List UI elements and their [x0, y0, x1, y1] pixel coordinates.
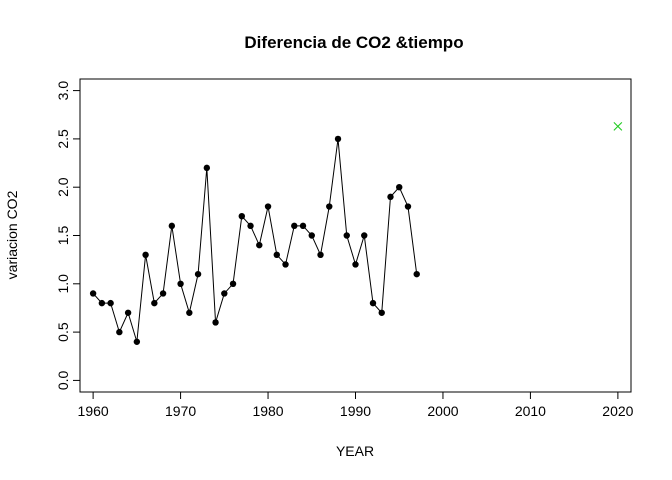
x-tick-label: 2010: [515, 403, 546, 419]
data-point: [159, 290, 167, 297]
data-point: [378, 309, 385, 316]
data-point: [387, 193, 394, 201]
series-line: [92, 138, 418, 342]
data-point: [264, 203, 272, 210]
data-point: [89, 290, 97, 297]
series-layer: [89, 121, 623, 345]
series-0: [89, 135, 420, 345]
data-point: [343, 232, 350, 239]
data-point: [133, 338, 141, 345]
data-point: [369, 299, 377, 307]
data-point: [194, 270, 202, 278]
data-point: [273, 251, 280, 259]
data-point: [291, 222, 298, 230]
data-point: [212, 319, 219, 326]
data-point: [221, 290, 228, 297]
data-point: [151, 299, 158, 307]
data-point: [361, 232, 368, 239]
y-tick-label: 0.0: [55, 370, 71, 390]
series-1: [613, 121, 623, 131]
x-tick-label: 2020: [602, 403, 633, 419]
y-tick-label: 3.0: [55, 81, 71, 101]
x-tick-label: 2000: [427, 403, 458, 419]
data-point: [352, 261, 359, 268]
data-point: [299, 222, 307, 230]
data-point: [142, 251, 149, 259]
data-point: [186, 309, 193, 316]
y-axis: 0.0 0.5 1.0 1.5 2.0 2.5 3.0: [55, 81, 81, 390]
x-tick-label: 1980: [252, 403, 283, 419]
cross-marker: [613, 121, 623, 131]
data-point: [177, 280, 184, 288]
y-tick-label: 1.5: [55, 226, 71, 246]
x-tick-label: 1970: [165, 403, 196, 419]
data-point: [256, 241, 263, 249]
data-point: [326, 203, 333, 210]
data-point: [168, 222, 176, 230]
data-point: [317, 251, 324, 259]
x-tick-label: 1960: [78, 403, 109, 419]
data-point: [396, 183, 403, 191]
data-point: [308, 232, 315, 239]
data-point: [247, 222, 254, 230]
data-point: [334, 135, 342, 143]
data-point: [229, 280, 237, 288]
data-point: [238, 212, 246, 220]
data-point: [124, 309, 132, 316]
data-point: [98, 299, 106, 307]
x-tick-label: 1990: [340, 403, 371, 419]
data-point: [413, 270, 420, 278]
data-point: [282, 261, 289, 268]
x-axis-label: YEAR: [336, 443, 374, 459]
plot-area: [79, 78, 632, 393]
x-axis: 1960 1970 1980 1990 2000 2010 2020: [78, 391, 634, 419]
data-point: [203, 164, 211, 172]
chart-title: Diferencia de CO2 &tiempo: [244, 33, 463, 52]
data-point: [404, 203, 412, 210]
y-tick-label: 0.5: [55, 322, 71, 342]
y-tick-label: 2.0: [55, 177, 71, 197]
data-point: [116, 328, 123, 336]
y-tick-label: 2.5: [55, 129, 71, 149]
y-axis-label: variacion CO2: [4, 190, 20, 279]
data-point: [107, 299, 114, 307]
y-tick-label: 1.0: [55, 274, 71, 294]
